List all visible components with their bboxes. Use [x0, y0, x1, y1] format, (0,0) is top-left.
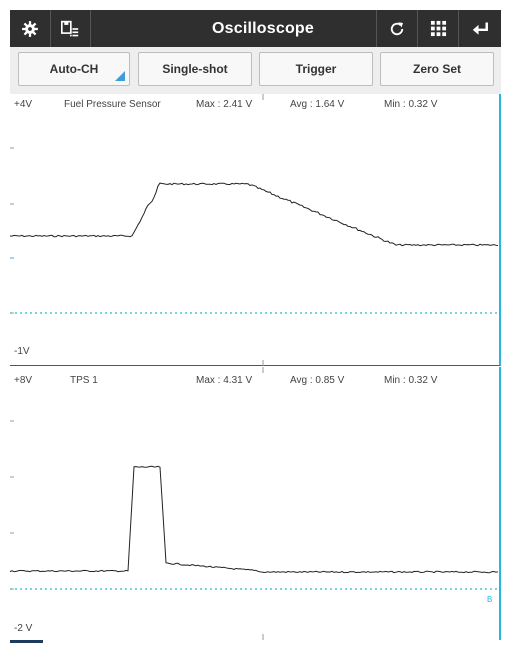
- channel-2-graph: [10, 367, 499, 640]
- refresh-button[interactable]: [376, 10, 417, 47]
- back-button[interactable]: [458, 10, 502, 47]
- channel-1-name: Fuel Pressure Sensor: [64, 99, 161, 110]
- channel-2-plot[interactable]: +8V TPS 1 Max : 4.31 V Avg : 0.85 V Min …: [10, 367, 501, 640]
- channel-2-top-scale: +8V: [14, 375, 33, 386]
- channel-marker: B: [487, 595, 493, 604]
- channel-2-max: Max : 4.31 V: [196, 375, 253, 386]
- channel-1-graph: [10, 94, 499, 366]
- channel-1-plot[interactable]: +4V Fuel Pressure Sensor Max : 2.41 V Av…: [10, 94, 501, 366]
- channel-1-max: Max : 2.41 V: [196, 99, 253, 110]
- channel-2-bottom-scale: -2 V: [14, 623, 33, 634]
- page-title: Oscilloscope: [212, 19, 314, 37]
- refresh-icon: [390, 21, 404, 35]
- control-toolbar: Auto-CH Single-shot Trigger Zero Set: [10, 47, 501, 94]
- grid-button[interactable]: [417, 10, 458, 47]
- channel-1-top-scale: +4V: [14, 99, 33, 110]
- save-list-icon: [60, 20, 79, 36]
- dropdown-corner-icon: [115, 71, 125, 81]
- trigger-label: Trigger: [295, 62, 337, 76]
- channel-1-bottom-scale: -1V: [14, 346, 30, 357]
- channel-2-min: Min : 0.32 V: [384, 375, 438, 386]
- waveform-trace: [10, 182, 499, 247]
- zero-set-button[interactable]: Zero Set: [380, 52, 494, 86]
- back-arrow-icon: [472, 21, 488, 35]
- channel-2-avg: Avg : 0.85 V: [290, 375, 345, 386]
- auto-channel-button[interactable]: Auto-CH: [18, 52, 130, 86]
- channel-1-avg: Avg : 1.64 V: [290, 99, 345, 110]
- save-button[interactable]: [50, 10, 91, 47]
- title-bar: Oscilloscope: [10, 10, 501, 47]
- waveform-trace: [10, 465, 499, 574]
- single-shot-label: Single-shot: [162, 62, 228, 76]
- channel-1-min: Min : 0.32 V: [384, 99, 438, 110]
- bottom-indicator: [10, 640, 43, 643]
- gear-icon: [22, 20, 38, 37]
- zero-set-label: Zero Set: [412, 62, 461, 76]
- grid-icon: [430, 20, 446, 37]
- auto-channel-label: Auto-CH: [49, 62, 99, 76]
- settings-button[interactable]: [10, 10, 51, 47]
- channel-2-name: TPS 1: [70, 375, 98, 386]
- trigger-button[interactable]: Trigger: [259, 52, 373, 86]
- single-shot-button[interactable]: Single-shot: [138, 52, 252, 86]
